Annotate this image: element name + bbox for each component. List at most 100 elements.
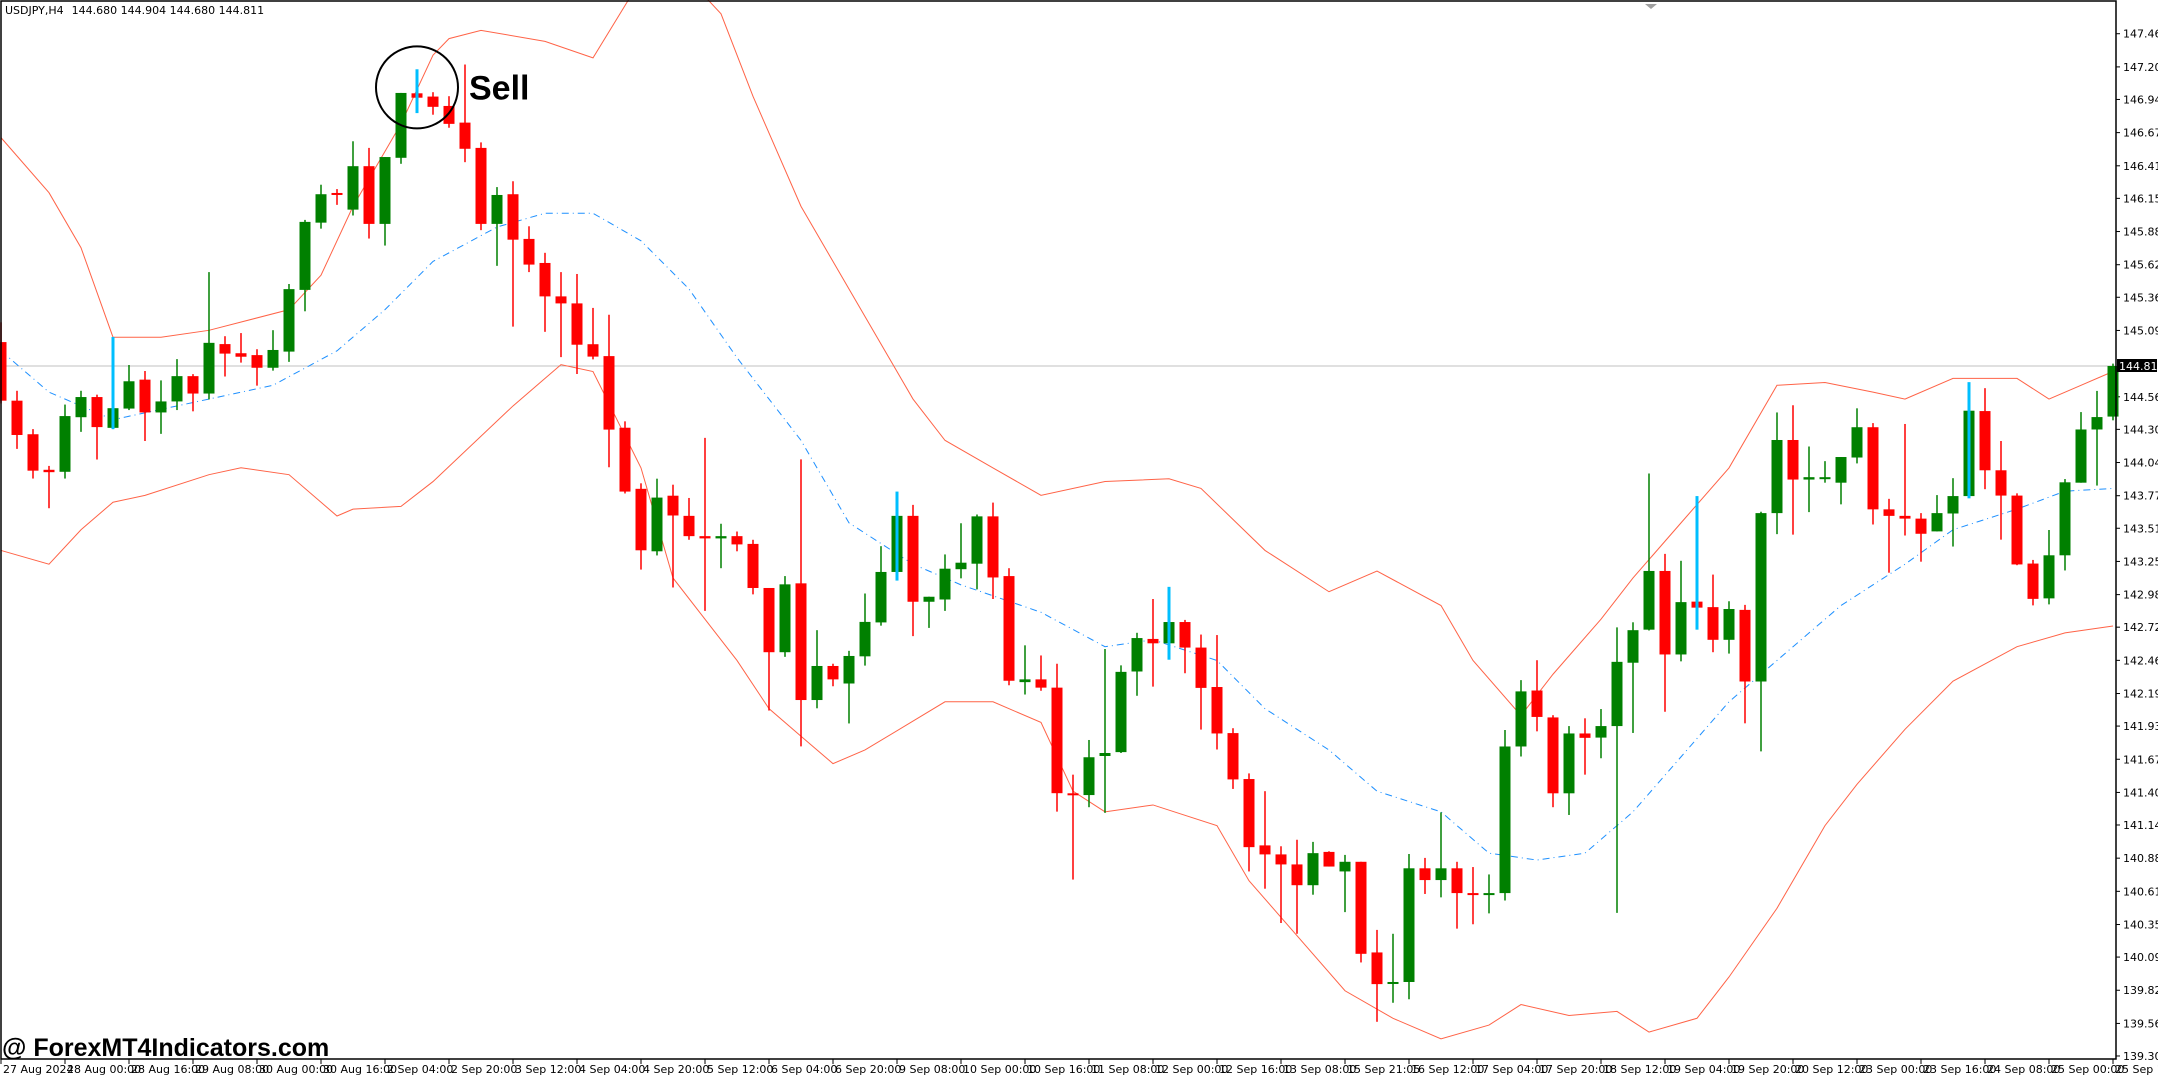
- bearish-candle: [1275, 846, 1287, 924]
- current-price-badge: 144.811: [2117, 359, 2158, 373]
- bearish-candle: [1227, 728, 1239, 789]
- candle-body: [635, 488, 647, 551]
- y-tick-label: 147.465: [2123, 28, 2158, 41]
- candle-body: [603, 356, 615, 430]
- bearish-candle: [1995, 440, 2007, 540]
- x-tick-label: 11 Sep 08:00: [1091, 1063, 1164, 1076]
- x-tick-label: 29 Aug 08:00: [195, 1063, 269, 1076]
- candle-body: [315, 194, 327, 223]
- bullish-candle: [2107, 363, 2119, 421]
- bearish-candle: [187, 374, 199, 412]
- candle-body: [1339, 861, 1351, 872]
- candle-body: [155, 401, 167, 413]
- bearish-candle: [1035, 655, 1047, 691]
- candle-body: [923, 596, 935, 602]
- candle-body: [987, 516, 999, 578]
- x-tick-label: 17 Sep 04:00: [1475, 1063, 1548, 1076]
- candle-body: [587, 344, 599, 357]
- candle-body: [763, 587, 775, 653]
- y-tick-label: 146.675: [2123, 127, 2158, 140]
- watermark: @ ForexMT4Indicators.com: [2, 1034, 329, 1062]
- candle-body: [859, 621, 871, 657]
- candle-body: [1275, 854, 1287, 865]
- signal-bar: [1967, 382, 1971, 499]
- candle-body: [1435, 868, 1447, 881]
- candle-body: [1515, 691, 1527, 747]
- candle-body: [523, 238, 535, 265]
- bearish-candle: [1867, 423, 1879, 525]
- candle-body: [427, 96, 439, 107]
- bullish-candle: [779, 576, 791, 657]
- bearish-candle: [1243, 773, 1255, 872]
- candle-body: [2059, 482, 2071, 556]
- bearish-candle: [1787, 405, 1799, 535]
- y-tick-label: 140.615: [2123, 885, 2158, 898]
- y-tick-label: 141.405: [2123, 786, 2158, 799]
- bullish-candle: [491, 187, 503, 266]
- bullish-candle: [923, 596, 935, 628]
- bearish-candle: [539, 252, 551, 332]
- candle-body: [1627, 630, 1639, 663]
- candle-body: [1675, 602, 1687, 655]
- bullish-candle: [1339, 854, 1351, 913]
- candle-body: [1115, 671, 1127, 753]
- y-tick-label: 145.885: [2123, 226, 2158, 239]
- x-tick-label: 15 Sep 21:05: [1347, 1063, 1420, 1076]
- candle-body: [555, 296, 567, 304]
- candle-body: [1835, 457, 1847, 483]
- bearish-candle: [1067, 774, 1079, 880]
- candle-body: [1307, 853, 1319, 886]
- candle-body: [75, 397, 87, 418]
- y-tick-label: 147.200: [2123, 61, 2158, 74]
- candles: [0, 64, 2119, 1022]
- sell-signal-circle: [375, 45, 459, 130]
- x-tick-label: 30 Aug 16:00: [323, 1063, 397, 1076]
- signal-bar: [415, 69, 419, 114]
- bearish-candle: [619, 421, 631, 494]
- candle-body: [347, 166, 359, 210]
- candle-body: [571, 303, 583, 345]
- bullish-candle: [1563, 726, 1575, 815]
- y-tick-label: 140.350: [2123, 919, 2158, 932]
- y-tick-label: 140.090: [2123, 951, 2158, 964]
- candle-body: [1611, 661, 1623, 727]
- bearish-candle: [827, 663, 839, 687]
- symbol-ohlc-label: USDJPY,H4 144.680 144.904 144.680 144.811: [5, 4, 264, 17]
- candle-body: [2075, 429, 2087, 483]
- candle-body: [507, 194, 519, 240]
- bullish-candle: [203, 272, 215, 400]
- candle-body: [203, 342, 215, 394]
- bullish-candle: [1627, 622, 1639, 733]
- bullish-candle: [299, 219, 311, 312]
- candle-body: [811, 665, 823, 701]
- bullish-candle: [283, 283, 295, 362]
- bullish-candle: [267, 330, 279, 371]
- candle-body: [0, 342, 7, 401]
- bearish-candle: [1451, 861, 1463, 929]
- candle-body: [1323, 851, 1335, 867]
- bearish-candle: [1739, 604, 1751, 724]
- chart-shift-marker-icon[interactable]: [1645, 4, 1657, 9]
- bullish-candle: [1595, 709, 1607, 759]
- x-tick-label: 9 Sep 08:00: [899, 1063, 965, 1076]
- bearish-candle: [1419, 857, 1431, 894]
- bearish-candle: [1147, 598, 1159, 687]
- candle-body: [363, 166, 375, 224]
- x-tick-label: 2 Sep 04:00: [387, 1063, 453, 1076]
- x-tick-label: 27 Aug 2024: [3, 1063, 73, 1076]
- candle-body: [2043, 555, 2055, 599]
- candle-body: [939, 568, 951, 600]
- x-tick-label: 2 Sep 20:00: [451, 1063, 517, 1076]
- candle-body: [1899, 515, 1911, 519]
- y-tick-label: 143.515: [2123, 522, 2158, 535]
- bearish-candle: [1179, 619, 1191, 674]
- x-tick-label: 28 Aug 16:00: [131, 1063, 205, 1076]
- y-tick-label: 141.145: [2123, 819, 2158, 832]
- candle-body: [1355, 861, 1367, 954]
- bearish-candle: [555, 272, 567, 358]
- candle-body: [331, 192, 343, 195]
- y-tick-label: 145.095: [2123, 324, 2158, 337]
- bearish-candle: [331, 189, 343, 205]
